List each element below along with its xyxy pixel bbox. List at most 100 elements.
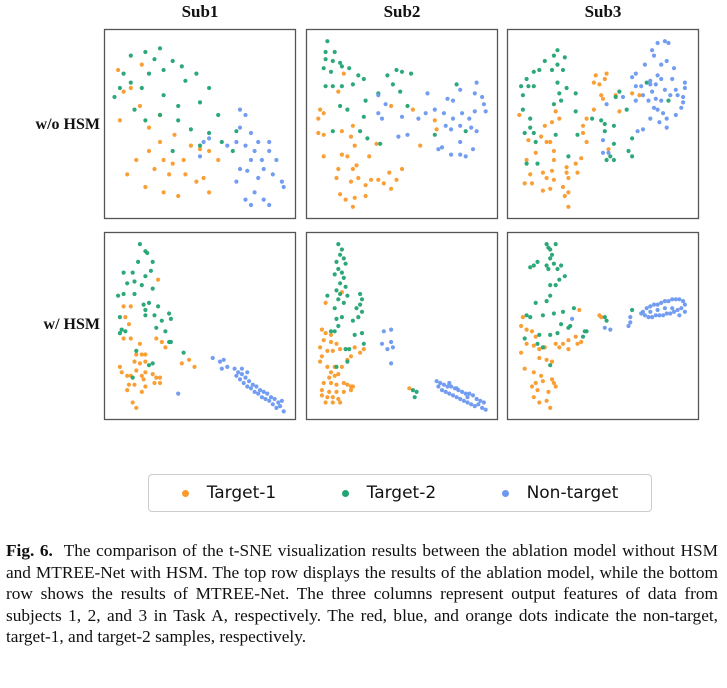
point-non-target: [254, 384, 259, 389]
point-target-2: [219, 139, 224, 145]
point-non-target: [682, 302, 687, 307]
point-non-target: [681, 94, 686, 100]
point-non-target: [399, 114, 405, 119]
point-non-target: [396, 134, 401, 139]
point-target-2: [132, 279, 137, 284]
point-non-target: [245, 370, 250, 375]
point-target-2: [143, 307, 148, 313]
point-target-1: [549, 377, 555, 382]
point-target-2: [150, 259, 155, 264]
point-non-target: [439, 388, 445, 393]
point-non-target: [279, 179, 284, 184]
point-target-2: [125, 281, 130, 286]
point-non-target: [256, 391, 261, 396]
point-target-1: [152, 380, 157, 386]
point-target-2: [398, 89, 403, 94]
point-target-1: [579, 156, 584, 161]
point-non-target: [449, 384, 454, 389]
point-non-target: [259, 395, 264, 400]
point-target-1: [338, 347, 343, 352]
point-target-2: [332, 272, 337, 277]
point-target-1: [339, 129, 344, 134]
point-non-target: [252, 389, 257, 394]
point-target-1: [533, 334, 538, 339]
point-target-2: [531, 130, 536, 136]
point-non-target: [659, 76, 664, 82]
point-target-2: [321, 66, 326, 71]
point-target-1: [323, 300, 328, 305]
point-target-2: [390, 82, 395, 87]
point-target-2: [544, 263, 549, 268]
point-target-2: [339, 315, 344, 320]
point-target-1: [330, 395, 335, 400]
point-target-2: [332, 49, 337, 55]
point-non-target: [278, 404, 283, 409]
point-target-1: [369, 177, 374, 182]
point-non-target: [570, 316, 575, 321]
point-target-2: [555, 62, 560, 67]
point-non-target: [274, 157, 279, 163]
point-target-1: [637, 93, 642, 98]
point-target-1: [137, 361, 142, 366]
point-target-1: [533, 150, 538, 155]
point-target-2: [551, 102, 556, 107]
point-non-target: [270, 402, 275, 407]
point-target-1: [551, 380, 556, 386]
point-target-1: [358, 350, 363, 355]
point-target-1: [345, 382, 350, 387]
point-non-target: [389, 339, 394, 345]
point-target-1: [597, 82, 602, 87]
point-non-target: [648, 78, 653, 83]
point-non-target: [664, 116, 669, 121]
scatter-panel-sub3-with-hsm: [506, 231, 700, 421]
point-target-2: [604, 318, 609, 323]
point-non-target: [651, 53, 657, 58]
point-target-2: [361, 114, 366, 119]
point-target-1: [566, 175, 571, 181]
point-non-target: [642, 313, 647, 318]
point-target-1: [216, 157, 221, 163]
point-target-1: [546, 389, 551, 394]
point-target-2: [334, 259, 339, 264]
point-target-2: [339, 64, 344, 69]
point-target-1: [319, 393, 324, 398]
point-target-2: [542, 58, 547, 64]
point-target-1: [121, 336, 126, 341]
point-target-2: [146, 363, 152, 368]
point-non-target: [648, 82, 653, 87]
point-target-2: [154, 325, 159, 330]
point-target-2: [553, 132, 558, 137]
point-target-1: [434, 127, 439, 132]
point-non-target: [648, 309, 653, 314]
point-target-1: [321, 154, 326, 159]
point-target-2: [365, 136, 370, 141]
point-target-1: [339, 152, 344, 157]
point-non-target: [465, 395, 470, 400]
point-target-2: [562, 274, 567, 279]
legend-marker: [181, 489, 189, 497]
point-target-2: [179, 64, 184, 69]
point-non-target: [458, 152, 463, 157]
point-non-target: [659, 98, 664, 103]
point-target-2: [409, 71, 414, 76]
point-target-2: [334, 316, 339, 321]
point-target-2: [339, 84, 344, 89]
point-non-target: [434, 379, 439, 384]
point-target-2: [602, 315, 607, 320]
point-target-2: [146, 71, 152, 76]
point-non-target: [250, 382, 255, 387]
point-non-target: [671, 66, 677, 71]
point-target-2: [571, 306, 576, 311]
point-target-1: [549, 359, 555, 364]
point-target-1: [540, 379, 545, 384]
point-target-1: [630, 91, 635, 96]
point-non-target: [252, 148, 257, 154]
point-non-target: [633, 98, 638, 103]
point-target-2: [339, 247, 344, 252]
point-target-2: [533, 139, 538, 145]
point-target-1: [407, 386, 412, 391]
point-non-target: [662, 306, 667, 311]
point-target-1: [376, 177, 381, 182]
point-target-1: [321, 338, 326, 343]
point-target-1: [161, 157, 166, 163]
